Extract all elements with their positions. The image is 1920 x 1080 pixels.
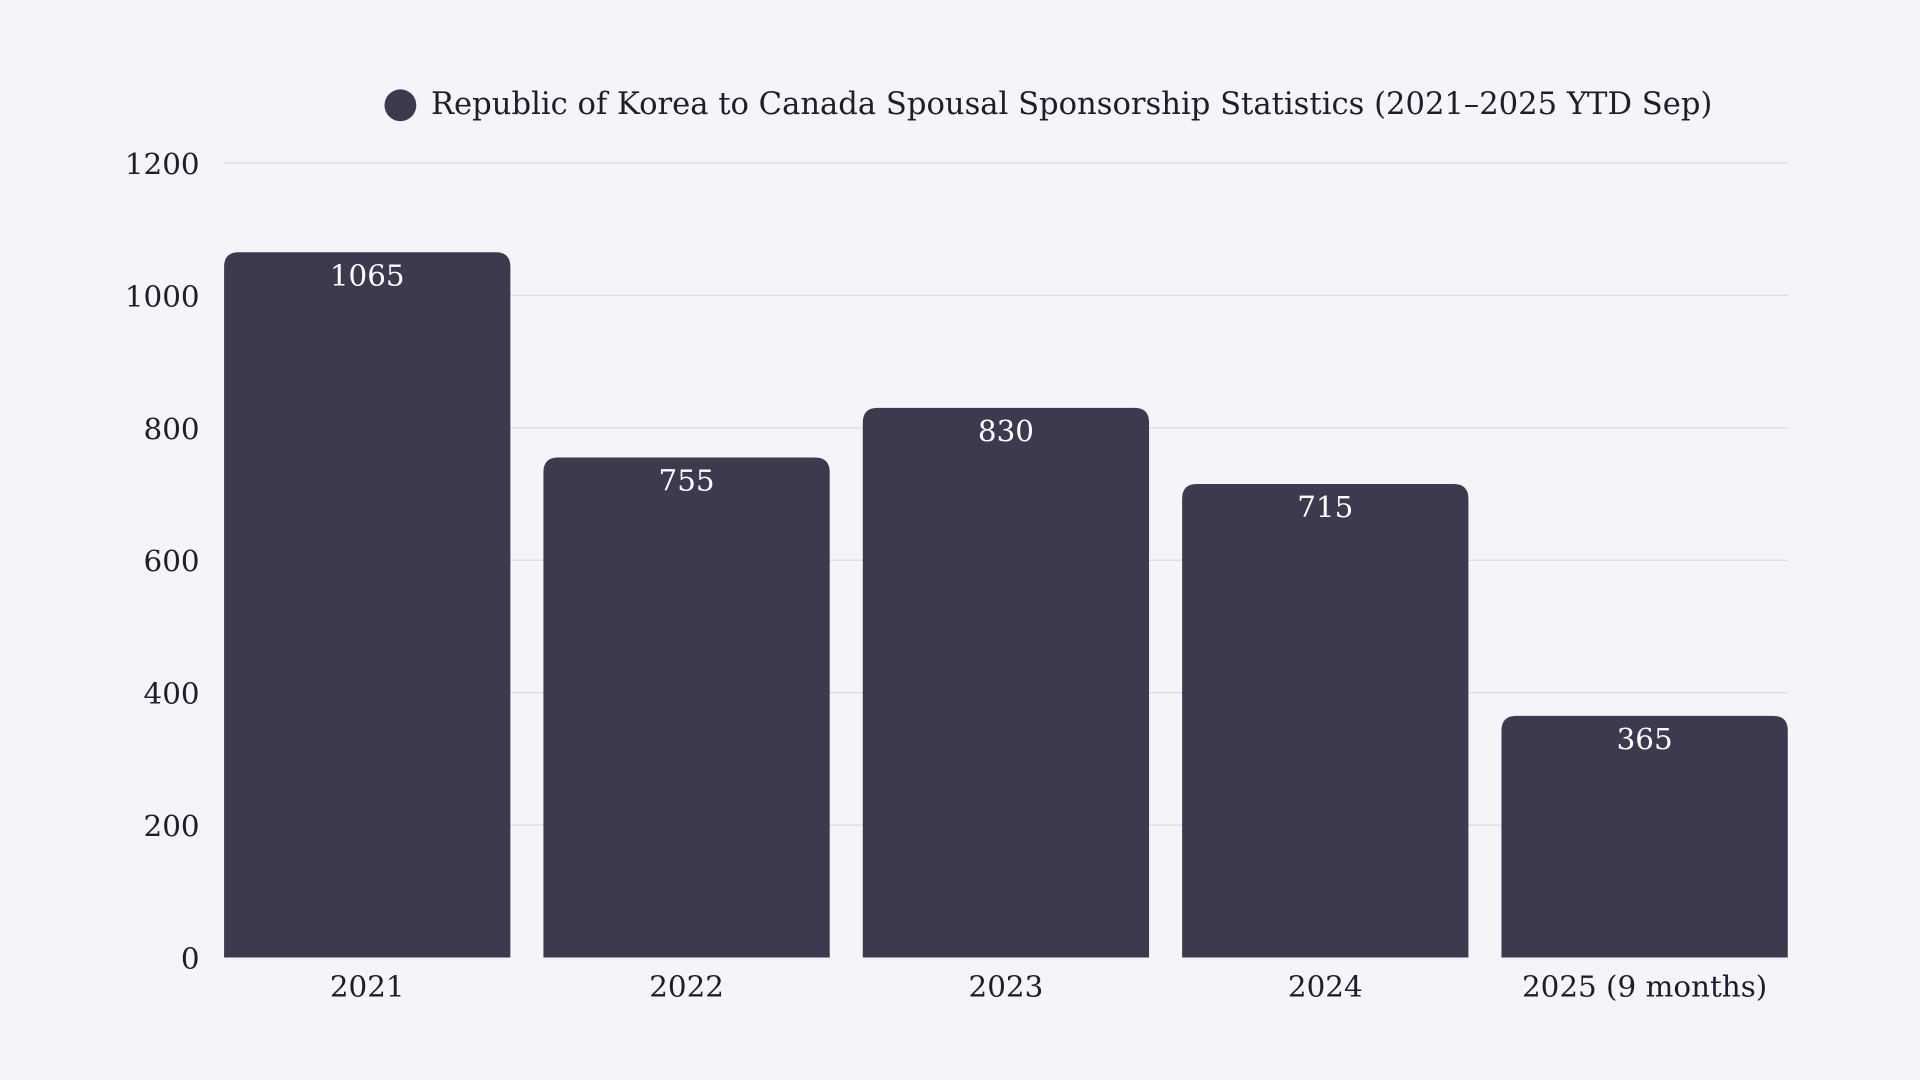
data-label: 755	[659, 464, 715, 498]
bar-2024	[1182, 484, 1469, 958]
bar-2025	[1501, 715, 1788, 958]
x-tick-label: 2024	[1288, 970, 1363, 1004]
data-label: 715	[1297, 490, 1353, 524]
y-tick-label: 1200	[125, 147, 200, 181]
x-axis: 2021 2022 2023 2024 2025 (9 months)	[330, 970, 1767, 1004]
bars: 1065 755 830 715 365	[224, 252, 1788, 958]
y-tick-label: 0	[181, 942, 200, 976]
x-tick-label: 2022	[649, 970, 724, 1004]
bar-2023	[862, 407, 1150, 958]
y-tick-label: 800	[144, 412, 200, 446]
y-tick-label: 1000	[125, 279, 200, 313]
x-tick-label: 2023	[969, 970, 1044, 1004]
y-axis: 0 200 400 600 800 1000 1200	[125, 147, 200, 976]
x-tick-label: 2025 (9 months)	[1522, 970, 1767, 1004]
y-tick-label: 600	[144, 544, 200, 578]
legend-label: Republic of Korea to Canada Spousal Spon…	[431, 87, 1712, 122]
data-label: 1065	[330, 258, 405, 292]
y-tick-label: 400	[144, 677, 200, 711]
legend: Republic of Korea to Canada Spousal Spon…	[384, 87, 1712, 122]
y-tick-label: 200	[144, 809, 200, 843]
data-label: 365	[1617, 722, 1673, 756]
legend-swatch-icon	[384, 89, 417, 122]
x-tick-label: 2021	[330, 970, 405, 1004]
data-label: 830	[978, 414, 1034, 448]
bar-2022	[543, 457, 830, 958]
bar-2021	[224, 252, 511, 958]
